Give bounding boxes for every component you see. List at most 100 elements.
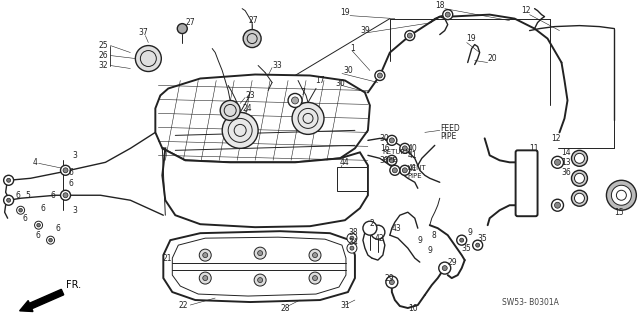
Circle shape: [222, 112, 258, 148]
Circle shape: [203, 276, 208, 281]
Text: 9: 9: [468, 228, 472, 237]
Circle shape: [6, 198, 11, 202]
Text: 19: 19: [467, 34, 476, 43]
Text: 4: 4: [33, 158, 38, 167]
Circle shape: [350, 236, 354, 240]
Text: PIPE: PIPE: [383, 157, 397, 163]
FancyBboxPatch shape: [337, 167, 367, 191]
Text: 21: 21: [163, 254, 172, 263]
Text: 20: 20: [488, 54, 497, 63]
Text: 6: 6: [56, 224, 60, 233]
Circle shape: [49, 238, 52, 242]
Circle shape: [288, 93, 302, 108]
Text: PIPE: PIPE: [408, 173, 422, 179]
Text: 14: 14: [561, 148, 571, 157]
Circle shape: [375, 70, 385, 80]
Text: 6: 6: [68, 179, 74, 188]
Text: 41: 41: [408, 164, 417, 173]
Circle shape: [575, 153, 584, 163]
Circle shape: [407, 33, 412, 38]
Circle shape: [309, 272, 321, 284]
Circle shape: [17, 206, 24, 214]
Circle shape: [6, 178, 11, 182]
Circle shape: [611, 185, 632, 205]
Circle shape: [403, 168, 407, 173]
Text: PIPE: PIPE: [440, 132, 456, 141]
Text: 39: 39: [360, 26, 370, 35]
Circle shape: [552, 199, 563, 211]
Circle shape: [554, 159, 561, 165]
Circle shape: [292, 102, 324, 134]
Text: 6: 6: [40, 204, 45, 213]
Text: 28: 28: [280, 303, 289, 313]
Text: 5: 5: [26, 191, 31, 200]
Circle shape: [347, 233, 357, 243]
Text: 27: 27: [185, 18, 195, 27]
Circle shape: [292, 97, 298, 104]
Text: 35: 35: [461, 244, 472, 253]
Circle shape: [363, 221, 377, 235]
Circle shape: [136, 46, 161, 71]
Polygon shape: [163, 231, 355, 302]
Circle shape: [309, 249, 321, 261]
Text: 22: 22: [179, 300, 188, 309]
Text: 2: 2: [370, 219, 374, 228]
Text: 16: 16: [380, 144, 390, 153]
Text: VENT: VENT: [408, 165, 426, 171]
Circle shape: [387, 155, 397, 165]
Text: 37: 37: [138, 28, 148, 37]
Text: 18: 18: [435, 1, 444, 10]
Text: 35: 35: [477, 234, 488, 243]
Text: 3: 3: [72, 151, 77, 160]
Text: 25: 25: [99, 41, 108, 50]
Circle shape: [4, 195, 13, 205]
Circle shape: [572, 170, 588, 186]
Text: 7: 7: [300, 88, 305, 97]
Circle shape: [389, 279, 394, 285]
Text: 6: 6: [22, 214, 28, 223]
Circle shape: [390, 165, 400, 175]
Circle shape: [36, 223, 40, 227]
Text: 30: 30: [380, 134, 390, 143]
Circle shape: [258, 278, 262, 283]
Circle shape: [400, 165, 410, 175]
Circle shape: [554, 202, 561, 208]
Circle shape: [607, 180, 636, 210]
Text: 40: 40: [408, 144, 417, 153]
Circle shape: [378, 73, 382, 78]
Circle shape: [575, 193, 584, 203]
Circle shape: [312, 276, 317, 281]
Text: 42: 42: [375, 234, 385, 243]
Circle shape: [473, 240, 483, 250]
Circle shape: [254, 247, 266, 259]
Circle shape: [439, 262, 451, 274]
Text: 13: 13: [561, 158, 571, 167]
Circle shape: [460, 238, 464, 242]
Text: 17: 17: [315, 76, 324, 85]
Circle shape: [177, 24, 188, 33]
Circle shape: [258, 251, 262, 256]
Text: 30: 30: [343, 66, 353, 75]
Text: 10: 10: [408, 303, 417, 313]
Circle shape: [386, 276, 398, 288]
Text: 6: 6: [51, 191, 56, 200]
Polygon shape: [156, 75, 370, 162]
Circle shape: [392, 168, 397, 173]
Circle shape: [350, 246, 354, 250]
Circle shape: [400, 143, 410, 153]
Circle shape: [403, 146, 407, 151]
Text: 6: 6: [68, 168, 74, 177]
Circle shape: [243, 30, 261, 48]
FancyBboxPatch shape: [516, 150, 538, 216]
Text: 38: 38: [348, 228, 358, 237]
Circle shape: [457, 235, 467, 245]
Text: 9: 9: [418, 236, 422, 245]
Circle shape: [405, 31, 415, 41]
Text: 19: 19: [340, 8, 349, 17]
Circle shape: [199, 272, 211, 284]
Text: 9: 9: [428, 246, 433, 255]
Text: 34: 34: [348, 238, 358, 247]
Text: 27: 27: [248, 16, 258, 25]
Circle shape: [387, 135, 397, 145]
Circle shape: [443, 10, 452, 19]
